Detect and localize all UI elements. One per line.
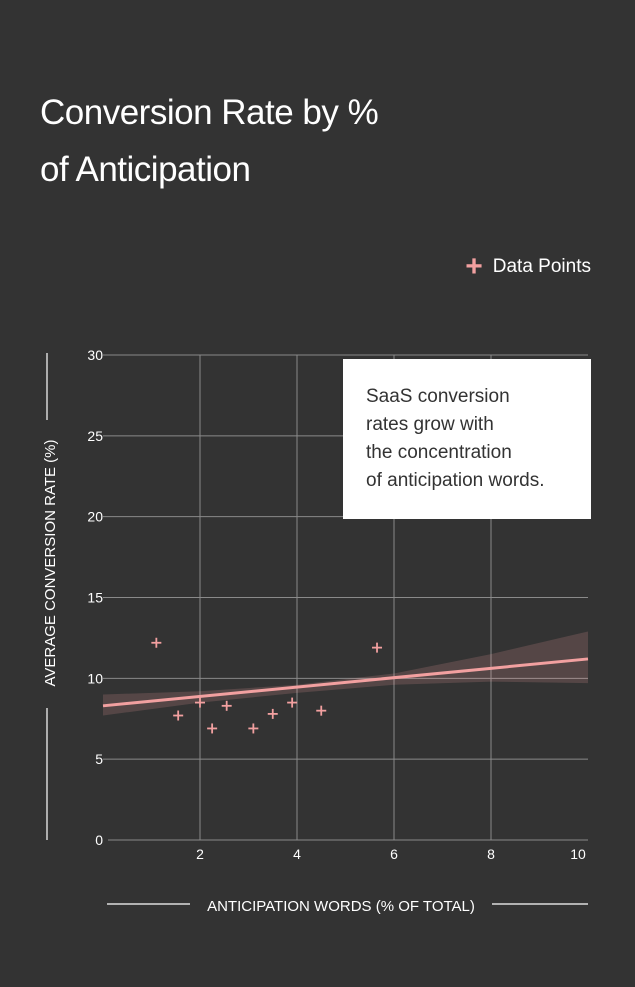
trend-line — [102, 657, 589, 708]
y-axis-label: AVERAGE CONVERSION RATE (%) — [42, 440, 59, 687]
data-point — [173, 710, 184, 721]
axis-labels: AVERAGE CONVERSION RATE (%) ANTICIPATION… — [42, 353, 588, 915]
chart-title-line-1: Conversion Rate by % — [40, 93, 379, 132]
x-tick-label: 2 — [196, 846, 204, 862]
confidence-band — [103, 631, 588, 716]
chart-title: Conversion Rate by % of Anticipation — [40, 84, 460, 198]
callout-line-3: the concentration — [366, 442, 512, 463]
y-tick-label: 30 — [87, 347, 103, 363]
x-tick-label: 6 — [390, 846, 398, 862]
callout-line-2: rates grow with — [366, 414, 494, 435]
data-point — [221, 700, 232, 711]
data-point — [207, 723, 218, 734]
legend: + Data Points — [465, 250, 591, 283]
chart-title-line-2: of Anticipation — [40, 150, 251, 189]
legend-label: Data Points — [492, 256, 591, 277]
data-point — [151, 637, 162, 648]
data-point — [316, 705, 327, 716]
y-tick-label: 25 — [87, 428, 103, 444]
data-point — [195, 697, 205, 708]
trend-line-group — [102, 657, 589, 708]
confidence-band-area — [103, 631, 588, 716]
y-tick-label: 15 — [87, 590, 103, 606]
plus-marker-icon: + — [465, 250, 483, 283]
x-tick-label: 10 — [570, 846, 586, 862]
x-tick-label: 8 — [487, 846, 495, 862]
y-tick-label: 10 — [87, 670, 103, 686]
data-point — [267, 708, 278, 719]
y-tick-label: 5 — [95, 751, 103, 767]
y-tick-label: 20 — [87, 509, 103, 525]
data-point — [287, 697, 298, 708]
annotation-callout: SaaS conversion rates grow with the conc… — [343, 359, 591, 519]
x-tick-label: 4 — [293, 846, 301, 862]
data-point — [248, 723, 259, 734]
y-tick-label: 0 — [95, 832, 103, 848]
data-point — [372, 642, 383, 653]
tick-labels: 0 5 10 15 20 25 30 2 4 6 8 10 — [87, 347, 586, 862]
callout-line-1: SaaS conversion — [366, 386, 510, 407]
x-axis-label: ANTICIPATION WORDS (% OF TOTAL) — [207, 898, 475, 915]
data-points — [151, 637, 383, 734]
callout-line-4: of anticipation words. — [366, 470, 545, 491]
